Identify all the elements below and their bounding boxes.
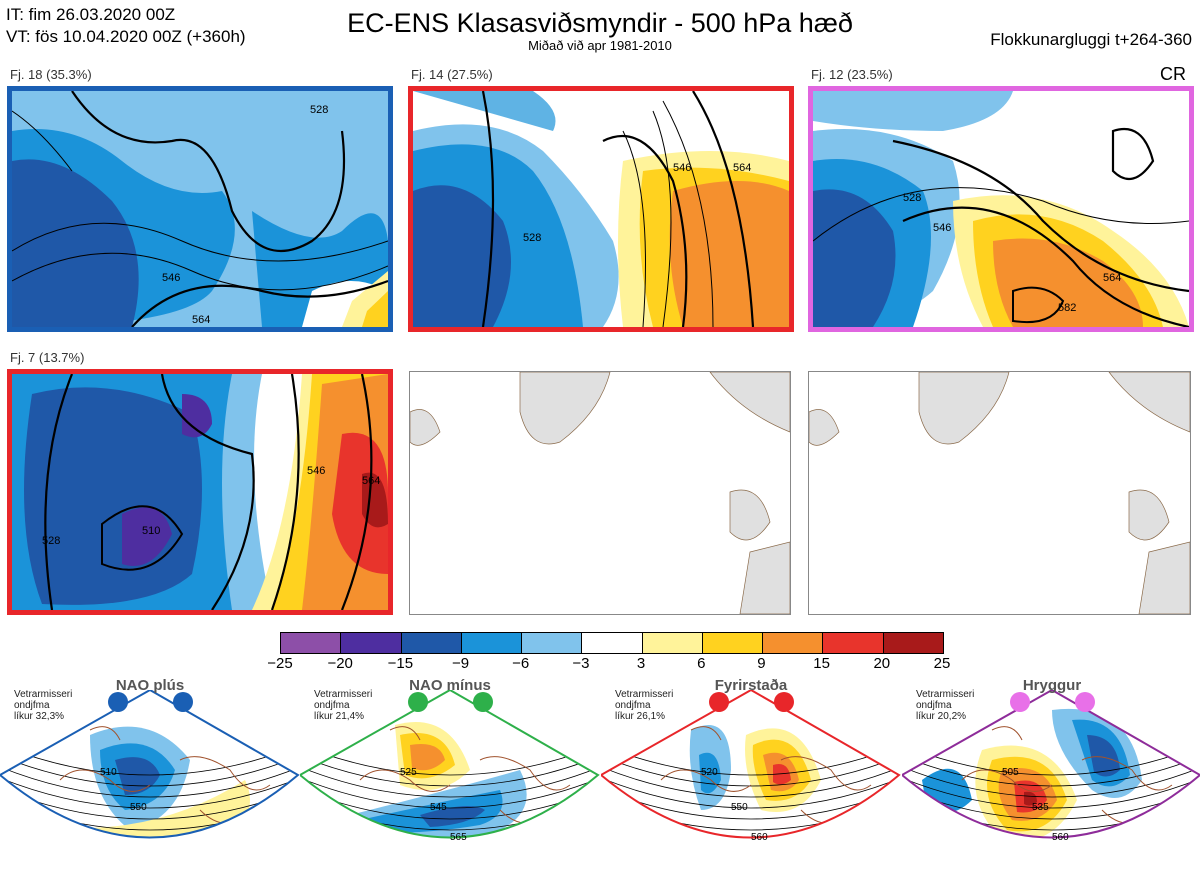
colorbar-tick: 20: [873, 655, 891, 672]
regime-contour-label: 535: [1032, 802, 1049, 813]
regime-dot: [709, 692, 729, 712]
header-dates: IT: fim 26.03.2020 00Z VT: fös 10.04.202…: [6, 4, 246, 48]
colorbar-segment: [400, 633, 461, 653]
colorbar-tick: 9: [757, 655, 766, 672]
empty-map-1: [409, 371, 791, 615]
contour-label: 564: [192, 314, 210, 326]
cluster-label-2: Fj. 14 (27.5%): [411, 67, 493, 82]
regime-stat-line: líkur 26,1%: [615, 711, 666, 722]
regime-stat-line: ondjfma: [314, 700, 350, 711]
contour-label: 546: [162, 272, 180, 284]
colorbar-tick: 3: [636, 655, 646, 672]
regime-title: NAO mínus: [409, 677, 491, 694]
colorbar-segment: [340, 633, 401, 653]
colorbar-segment: [521, 633, 582, 653]
colorbar-tick: −25: [267, 655, 293, 672]
regime-stats: Vetrarmisseri ondjfma líkur 20,2%: [916, 689, 974, 722]
colorbar-tick: −20: [327, 655, 353, 672]
cluster-label-1: Fj. 18 (35.3%): [10, 67, 92, 82]
regime-stats: Vetrarmisseri ondjfma líkur 21,4%: [314, 689, 372, 722]
colorbar-tick: −6: [512, 655, 530, 672]
regime-panel: 525 545 565: [298, 688, 600, 871]
contour-label: 528: [310, 104, 328, 116]
page-subtitle: Miðað við apr 1981-2010: [528, 38, 672, 53]
colorbar-tick: −9: [451, 655, 470, 672]
cluster-map-2: 528 546 564: [408, 86, 794, 332]
regime-contour-label: 545: [430, 802, 447, 813]
regime-stats: Vetrarmisseri ondjfma líkur 26,1%: [615, 689, 673, 722]
cluster-label-3: Fj. 12 (23.5%): [811, 67, 893, 82]
cluster-label-4: Fj. 7 (13.7%): [10, 350, 85, 365]
cluster-map-3: 528 546 564 582: [808, 86, 1194, 332]
cluster-map-1: 528 546 564: [7, 86, 393, 332]
regime-dot: [473, 692, 493, 712]
empty-map-2: [808, 371, 1191, 615]
regime-stat-line: Vetrarmisseri: [314, 689, 373, 700]
regime-stat-line: ondjfma: [615, 700, 651, 711]
regime-panel: 520 550 560: [599, 688, 901, 871]
colorbar-tick: 25: [933, 655, 951, 672]
colorbar: [280, 632, 944, 654]
vt-line: VT: fös 10.04.2020 00Z (+360h): [6, 27, 246, 46]
contour-label: 528: [42, 535, 60, 547]
regime-stat-line: ondjfma: [14, 700, 50, 711]
cr-label: CR: [1160, 64, 1186, 84]
regime-title: Hryggur: [1022, 677, 1082, 694]
regime-stat-line: líkur 32,3%: [14, 711, 65, 722]
regime-dot: [1075, 692, 1095, 712]
regime-contour-label: 525: [400, 767, 417, 778]
regime-title: NAO plús: [115, 677, 185, 694]
regime-stats: Vetrarmisseri ondjfma líkur 32,3%: [14, 689, 72, 722]
colorbar-tick: −15: [387, 655, 414, 672]
contour-label: 510: [142, 525, 160, 537]
contour-label: 528: [523, 232, 541, 244]
regime-panel: 505 535 560: [900, 688, 1200, 871]
page-title: EC-ENS Klasasviðsmyndir - 500 hPa hæð: [347, 8, 853, 38]
window-label: Flokkunargluggi t+264-360: [990, 30, 1192, 49]
it-line: IT: fim 26.03.2020 00Z: [6, 5, 176, 24]
contour-label: 546: [307, 465, 325, 477]
regime-stat-line: Vetrarmisseri: [615, 689, 674, 700]
regime-contour-label: 505: [1002, 767, 1019, 778]
regime-contour-label: 560: [1052, 832, 1069, 843]
colorbar-segment: [281, 633, 341, 653]
colorbar-tick: −3: [572, 655, 590, 672]
regime-dot: [408, 692, 428, 712]
regime-dot: [173, 692, 193, 712]
contour-label: 564: [1103, 272, 1121, 284]
regime-dot: [774, 692, 794, 712]
contour-label: 582: [1058, 302, 1076, 314]
regime-contour-label: 565: [450, 832, 467, 843]
colorbar-segment: [762, 633, 823, 653]
regime-stat-line: líkur 21,4%: [314, 711, 365, 722]
regime-contour-label: 520: [701, 767, 718, 778]
colorbar-segment: [701, 633, 763, 653]
colorbar-segment: [641, 633, 702, 653]
colorbar-segment: [822, 633, 883, 653]
regime-panel: 510 550: [0, 688, 300, 871]
colorbar-segment: [882, 633, 943, 653]
cluster-map-4: 510 528 546 564: [7, 369, 393, 615]
colorbar-segment: [581, 633, 642, 653]
regime-title: Fyrirstaða: [714, 677, 788, 694]
regime-dot: [1010, 692, 1030, 712]
contour-label: 528: [903, 192, 921, 204]
contour-label: 546: [673, 162, 691, 174]
regime-contour-label: 510: [100, 767, 117, 778]
colorbar-segment: [460, 633, 522, 653]
regime-contour-label: 550: [130, 802, 147, 813]
regime-stat-line: líkur 20,2%: [916, 711, 967, 722]
contour-label: 564: [362, 475, 380, 487]
regime-stat-line: Vetrarmisseri: [916, 689, 975, 700]
contour-label: 564: [733, 162, 751, 174]
regime-contour-label: 550: [731, 802, 748, 813]
regime-stat-line: Vetrarmisseri: [14, 689, 73, 700]
regime-dot: [108, 692, 128, 712]
regime-stat-line: ondjfma: [916, 700, 952, 711]
colorbar-tick: 6: [697, 655, 706, 672]
regime-contour-label: 560: [751, 832, 768, 843]
contour-label: 546: [933, 222, 951, 234]
colorbar-tick: 15: [813, 655, 830, 672]
